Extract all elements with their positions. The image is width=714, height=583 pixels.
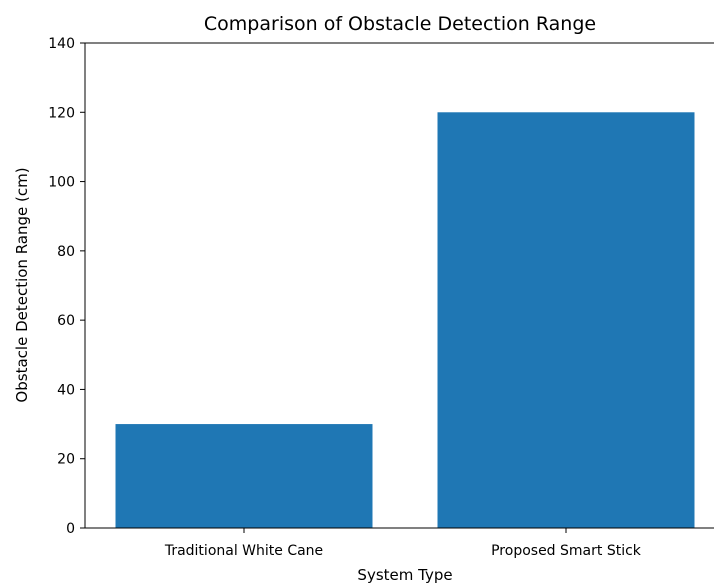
y-axis-label: Obstacle Detection Range (cm) bbox=[13, 167, 31, 402]
y-tick-label: 0 bbox=[66, 521, 75, 537]
y-tick-label: 100 bbox=[48, 175, 75, 191]
y-tick-label: 40 bbox=[57, 382, 75, 398]
y-tick-label: 60 bbox=[57, 313, 75, 329]
x-axis-label: System Type bbox=[357, 566, 452, 583]
bars-group bbox=[115, 112, 695, 529]
y-tick-label: 140 bbox=[48, 36, 75, 52]
y-axis: 0 20 40 60 80 100 120 140 bbox=[48, 36, 85, 537]
bar-proposed-smart-stick bbox=[437, 112, 695, 529]
x-tick-label: Proposed Smart Stick bbox=[491, 543, 642, 559]
y-tick-label: 20 bbox=[57, 452, 75, 468]
bar-traditional-white-cane bbox=[115, 424, 373, 528]
chart-title: Comparison of Obstacle Detection Range bbox=[204, 13, 596, 35]
x-axis: Traditional White Cane Proposed Smart Sti… bbox=[164, 528, 642, 559]
y-tick-label: 80 bbox=[57, 244, 75, 260]
x-tick-label: Traditional White Cane bbox=[164, 543, 323, 559]
y-tick-label: 120 bbox=[48, 105, 75, 121]
